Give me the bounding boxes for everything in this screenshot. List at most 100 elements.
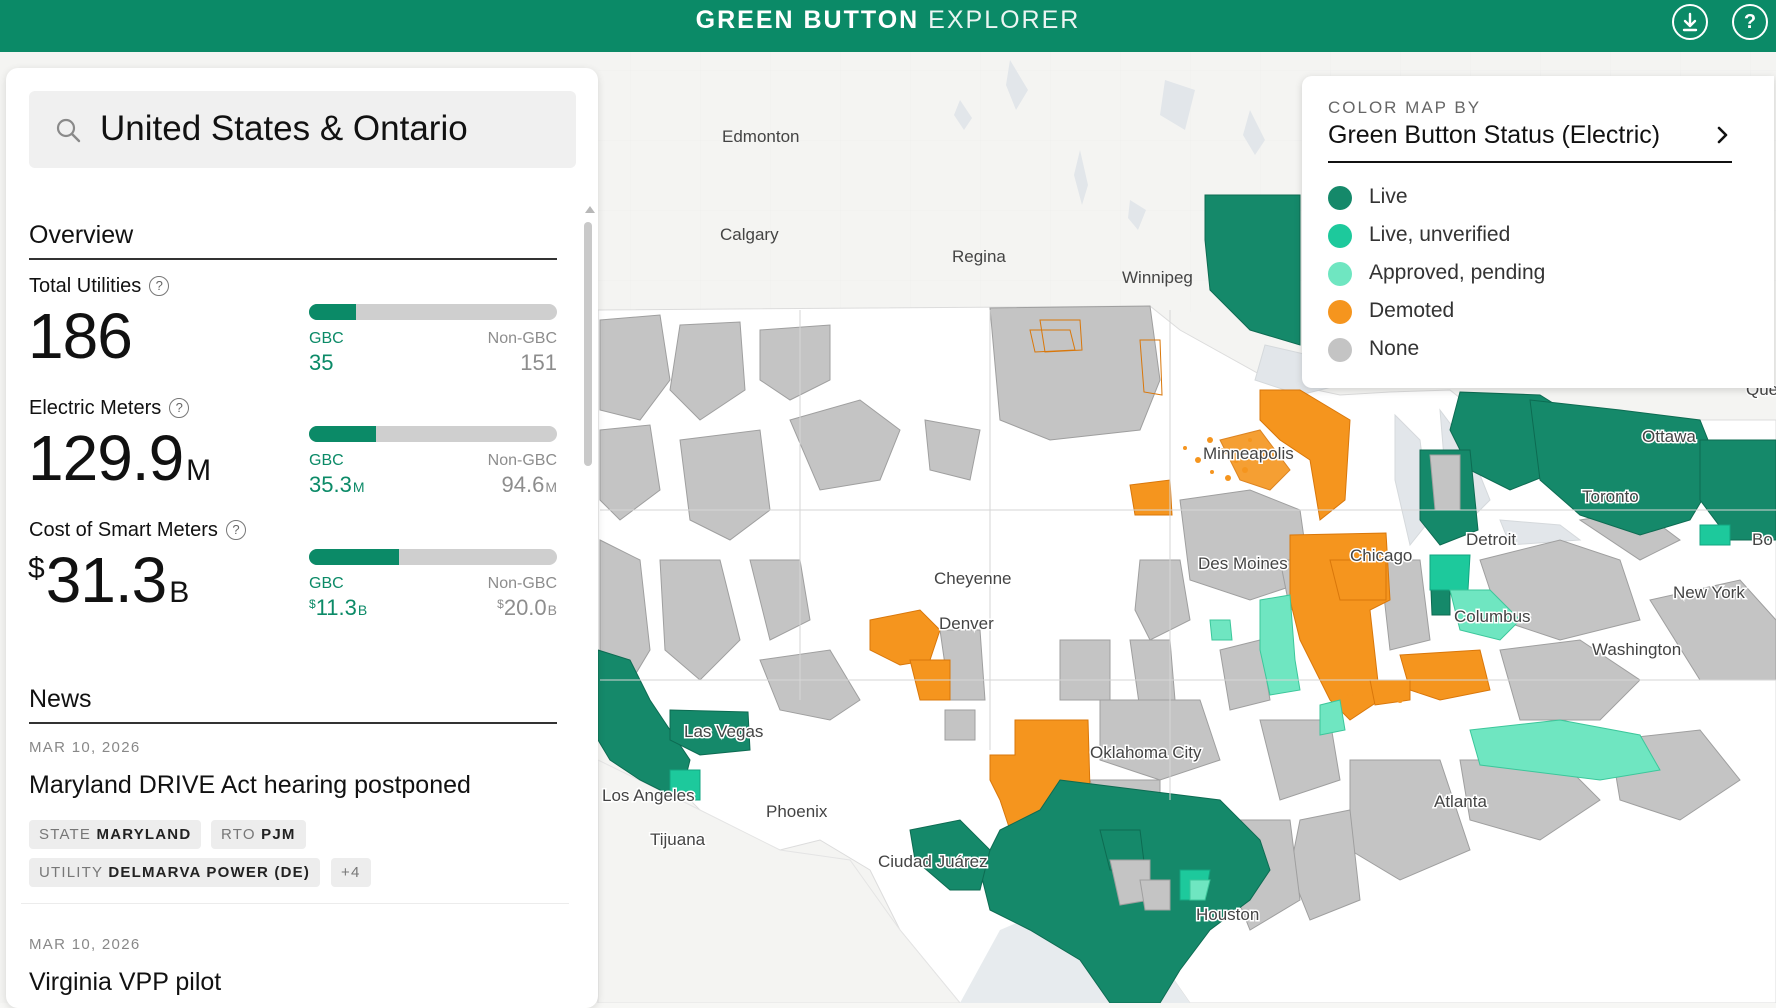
city-label: Tijuana: [650, 830, 706, 849]
non-gbc-number: 94.6: [501, 472, 545, 497]
currency-symbol: $: [497, 597, 504, 611]
scrollbar-thumb[interactable]: [584, 222, 592, 466]
city-label: Minneapolis: [1203, 444, 1294, 463]
news-title[interactable]: Virginia VPP pilot: [29, 968, 222, 996]
gbc-label: GBC: [309, 452, 344, 469]
search-icon: [56, 118, 81, 143]
app-header: GREEN BUTTON EXPLORER ?: [0, 0, 1776, 52]
scroll-up-arrow[interactable]: [585, 206, 595, 213]
non-gbc-number: 20.0: [503, 595, 547, 620]
non-gbc-value: 151: [406, 350, 557, 376]
search-input[interactable]: United States & Ontario: [100, 109, 468, 148]
legend-swatch: [1328, 338, 1352, 362]
city-label: Bo: [1752, 530, 1773, 549]
legend-label: Live, unverified: [1369, 223, 1511, 246]
non-gbc-value: $20.0B: [406, 595, 557, 621]
stat-label-meters: Electric Meters?: [29, 397, 190, 420]
currency-symbol: $: [28, 552, 45, 585]
news-title[interactable]: Maryland DRIVE Act hearing postponed: [29, 771, 471, 799]
legend-selected-value: Green Button Status (Electric): [1328, 121, 1661, 149]
stat-number: 186: [28, 300, 133, 372]
stat-value-cost: $31.3 B: [28, 543, 189, 617]
non-gbc-number: 151: [520, 350, 557, 375]
color-legend-panel: COLOR MAP BY Green Button Status (Electr…: [1302, 76, 1774, 388]
gbc-unit: M: [352, 479, 365, 495]
non-gbc-unit: B: [547, 602, 557, 618]
city-label: Des Moines: [1198, 554, 1288, 573]
tag-key: UTILITY: [39, 864, 103, 881]
non-gbc-label: Non-GBC: [487, 575, 557, 592]
news-date: MAR 10, 2026: [29, 936, 141, 953]
legend-swatch: [1328, 262, 1352, 286]
legend-label: Demoted: [1369, 299, 1455, 322]
stat-label-cost: Cost of Smart Meters?: [29, 519, 246, 542]
tag-value: MARYLAND: [96, 826, 192, 843]
legend-label: Approved, pending: [1369, 261, 1546, 284]
gbc-share-fill: [309, 304, 356, 320]
gbc-share-fill: [309, 549, 399, 565]
non-gbc-unit: M: [545, 479, 557, 495]
stat-label-text: Electric Meters: [29, 397, 162, 419]
city-label: Houston: [1196, 905, 1259, 924]
color-map-selector[interactable]: Green Button Status (Electric): [1328, 121, 1732, 163]
stat-number: 129.9: [28, 422, 184, 494]
city-label: Detroit: [1466, 530, 1516, 549]
news-separator: [21, 903, 569, 904]
stat-unit: M: [186, 454, 211, 487]
tag-value: PJM: [261, 826, 296, 843]
gbc-value: $11.3B: [309, 595, 367, 621]
city-label: Phoenix: [766, 802, 828, 821]
info-icon[interactable]: ?: [225, 520, 246, 540]
city-label: Calgary: [720, 225, 779, 244]
news-date: MAR 10, 2026: [29, 739, 141, 756]
gbc-label: GBC: [309, 330, 344, 347]
city-label: Denver: [939, 614, 994, 633]
news-tag[interactable]: RTO PJM: [211, 820, 306, 849]
tag-key: STATE: [39, 826, 92, 843]
stat-label-text: Cost of Smart Meters: [29, 519, 218, 541]
city-label: Oklahoma City: [1090, 743, 1202, 762]
stat-value-utilities: 186: [28, 299, 133, 373]
help-button[interactable]: ?: [1732, 4, 1768, 40]
legend-kicker: COLOR MAP BY: [1328, 98, 1482, 117]
city-label: Ottawa: [1642, 427, 1696, 446]
app-title: GREEN BUTTON EXPLORER: [0, 0, 1776, 52]
gbc-number: 35.3: [309, 472, 352, 497]
tag-key: RTO: [221, 826, 256, 843]
city-label: Columbus: [1454, 607, 1531, 626]
city-label: Washington: [1592, 640, 1681, 659]
app-title-bold: GREEN BUTTON: [695, 6, 920, 34]
gbc-value: 35: [309, 350, 333, 376]
gbc-number: 35: [309, 350, 334, 375]
non-gbc-label: Non-GBC: [487, 452, 557, 469]
stat-number: 31.3: [45, 544, 168, 616]
city-label: Winnipeg: [1122, 268, 1193, 287]
stat-label-utilities: Total Utilities?: [29, 275, 170, 298]
divider: [29, 722, 557, 724]
info-icon[interactable]: ?: [169, 398, 190, 418]
stat-label-text: Total Utilities: [29, 275, 142, 297]
chevron-right-icon: [1717, 126, 1728, 144]
download-button[interactable]: [1672, 4, 1708, 40]
gbc-value: 35.3M: [309, 472, 365, 498]
stat-unit: B: [169, 576, 189, 609]
news-tag[interactable]: STATE MARYLAND: [29, 820, 202, 849]
divider: [29, 258, 557, 260]
search-box[interactable]: United States & Ontario: [29, 91, 576, 168]
gbc-share-bar: [309, 549, 557, 565]
non-gbc-label: Non-GBC: [487, 330, 557, 347]
help-icon: ?: [1743, 10, 1757, 33]
gbc-unit: B: [357, 602, 368, 618]
stat-value-meters: 129.9 M: [28, 421, 211, 495]
legend-swatch: [1328, 300, 1352, 324]
gbc-share-bar: [309, 304, 557, 320]
city-label: New York: [1673, 583, 1745, 602]
city-label: Las Vegas: [684, 722, 763, 741]
gbc-share-bar: [309, 426, 557, 442]
currency-symbol: $: [309, 597, 316, 611]
download-icon: [1682, 12, 1698, 32]
more-tags-button[interactable]: +4: [331, 858, 371, 887]
info-icon[interactable]: ?: [149, 276, 170, 296]
news-tag[interactable]: UTILITY DELMARVA POWER (DE): [29, 858, 321, 887]
overview-heading: Overview: [29, 221, 134, 249]
